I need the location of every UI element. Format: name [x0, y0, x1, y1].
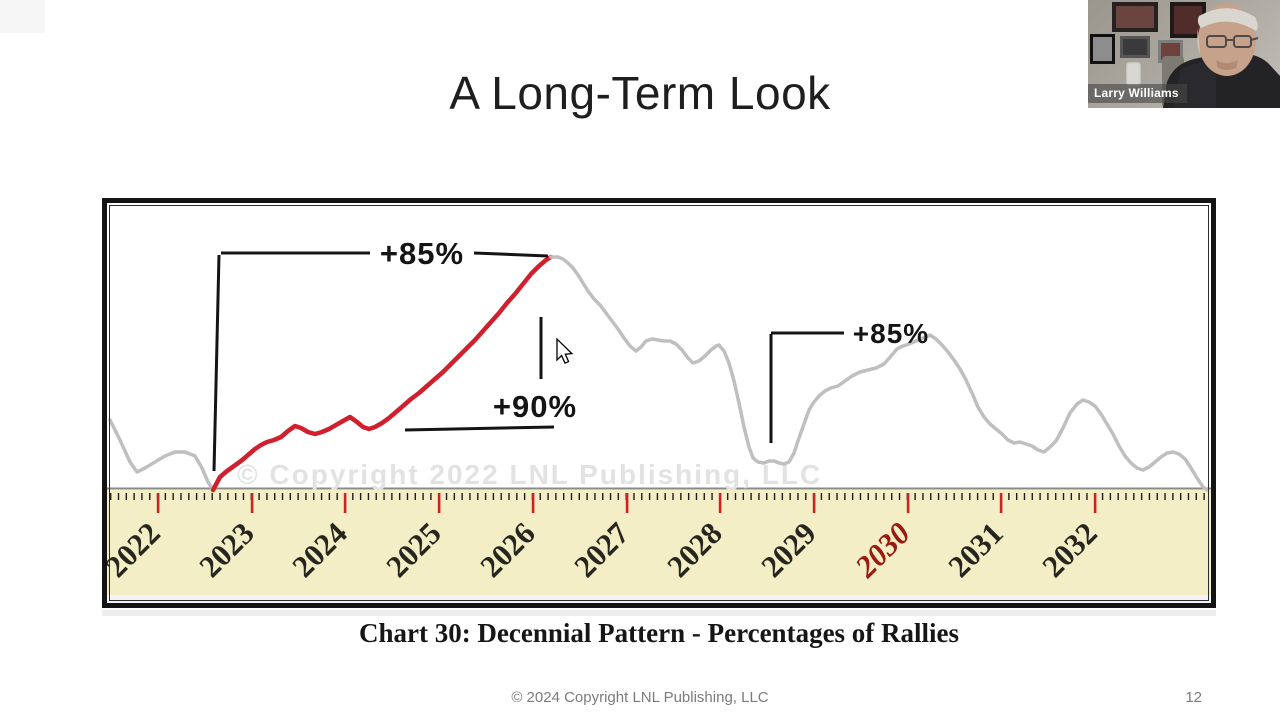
top-left-ui-fragment — [0, 0, 45, 33]
rally-percentage-label: +85% — [853, 318, 929, 349]
year-tick — [343, 493, 347, 513]
rally-percentage-label: +90% — [493, 389, 577, 424]
picture-frame — [1120, 36, 1150, 58]
year-tick — [156, 493, 160, 513]
chart-plot-area: 2022 2023 2024 2025 2026 2027 2028 2029 2030 2031… — [107, 236, 1211, 603]
chart-watermark: © Copyright 2022 LNL Publishing, LLC — [237, 459, 822, 490]
annotation-line — [473, 251, 549, 258]
webcam-name-label: Larry Williams — [1088, 84, 1187, 103]
picture-frame — [1112, 2, 1158, 32]
pattern-before-rally — [108, 418, 215, 492]
mouse-cursor-icon — [556, 337, 574, 365]
year-tick — [999, 493, 1003, 513]
page-number: 12 — [1185, 689, 1202, 706]
year-tick — [531, 493, 535, 513]
footer-copyright: © 2024 Copyright LNL Publishing, LLC — [511, 689, 769, 706]
picture-frame — [1090, 34, 1115, 64]
year-tick — [250, 493, 254, 513]
rally-percentage-label: +85% — [380, 236, 464, 271]
light-switch — [1126, 62, 1141, 86]
year-tick — [906, 493, 910, 513]
annotation-line — [404, 425, 555, 432]
annotation-line — [212, 254, 221, 472]
webcam-video[interactable]: Larry Williams — [1088, 0, 1280, 108]
presenter-avatar — [1162, 4, 1280, 108]
year-tick — [625, 493, 629, 513]
year-tick — [437, 493, 441, 513]
decennial-pattern-chart: 2022 2023 2024 2025 2026 2027 2028 2029 2030 2031… — [102, 198, 1216, 608]
year-tick — [812, 493, 816, 513]
year-tick — [1093, 493, 1097, 513]
chart-caption: Chart 30: Decennial Pattern - Percentage… — [358, 618, 960, 648]
rally-2022-2026 — [210, 254, 554, 493]
year-tick — [718, 493, 722, 513]
x-axis-band — [107, 490, 1211, 595]
pattern-after-rally — [549, 255, 1209, 492]
chart-bottom-edge — [102, 610, 1216, 616]
slide-title: A Long-Term Look — [449, 67, 831, 119]
